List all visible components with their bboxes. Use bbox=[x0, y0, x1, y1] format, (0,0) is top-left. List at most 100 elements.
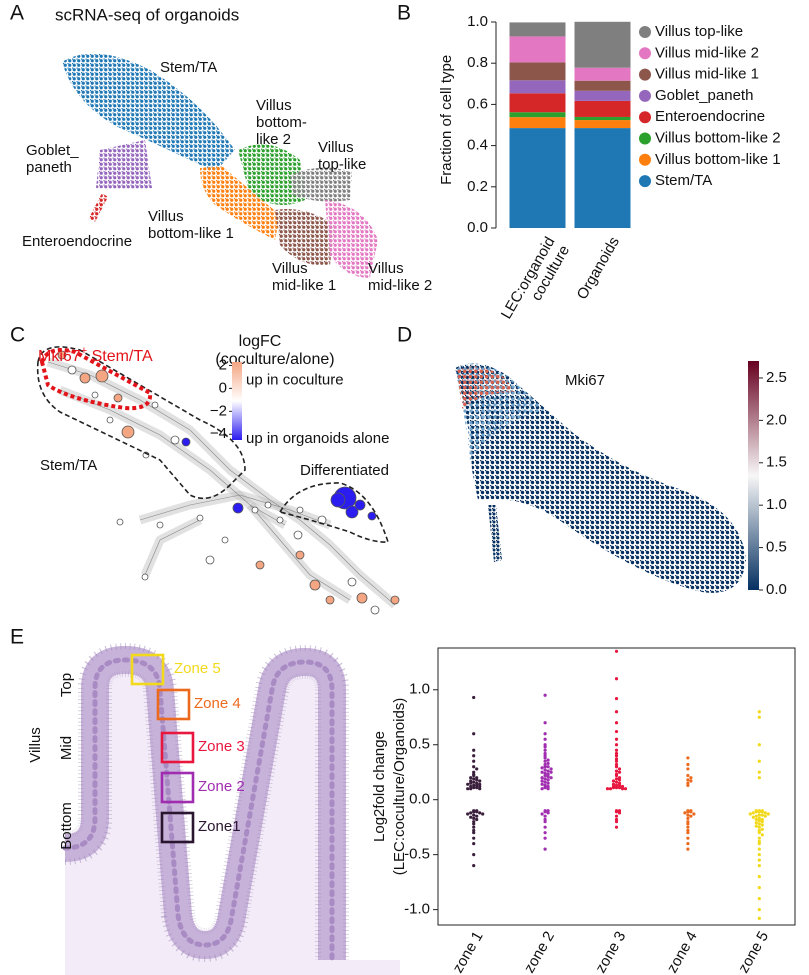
data-point bbox=[686, 816, 690, 820]
cluster-cloud bbox=[290, 167, 352, 202]
data-point bbox=[472, 813, 476, 817]
data-point bbox=[686, 773, 690, 778]
data-point bbox=[751, 811, 755, 815]
data-point bbox=[686, 825, 690, 829]
y-tick-label: 0.2 bbox=[467, 178, 488, 195]
data-point bbox=[546, 769, 550, 773]
data-point bbox=[614, 814, 619, 818]
graph-node bbox=[390, 595, 400, 605]
legend-label: Goblet_paneth bbox=[655, 87, 753, 104]
data-point bbox=[472, 842, 476, 846]
data-point bbox=[469, 781, 473, 785]
data-point bbox=[475, 776, 479, 780]
colorbar bbox=[748, 361, 759, 590]
data-point bbox=[614, 677, 619, 681]
data-point bbox=[472, 770, 476, 774]
cluster-cloud bbox=[96, 140, 152, 189]
data-point bbox=[614, 757, 619, 761]
data-point bbox=[475, 781, 479, 785]
zone-box bbox=[130, 653, 165, 686]
y-axis-label: (LEC:coculture/Organoids) bbox=[391, 698, 408, 876]
data-point bbox=[475, 817, 479, 822]
data-point bbox=[757, 842, 761, 846]
data-point bbox=[617, 776, 622, 780]
data-point bbox=[766, 812, 770, 816]
region-outline bbox=[278, 482, 390, 543]
zone-label: Zone1 bbox=[198, 818, 241, 835]
data-point bbox=[543, 759, 547, 763]
data-point bbox=[757, 916, 761, 921]
cell-cloud bbox=[488, 505, 502, 562]
data-point bbox=[475, 783, 479, 788]
graph-node bbox=[347, 577, 357, 587]
annotation: Mki67+ Stem/TA bbox=[38, 345, 153, 365]
cluster-label: paneth bbox=[26, 159, 72, 176]
graph-node bbox=[295, 550, 305, 560]
data-point bbox=[757, 816, 761, 820]
data-point bbox=[543, 820, 547, 824]
data-point bbox=[472, 785, 476, 790]
graph-node bbox=[91, 391, 99, 399]
graph-node bbox=[354, 499, 366, 511]
colorbar-tick-label: −4 bbox=[210, 425, 227, 442]
data-point bbox=[689, 814, 693, 818]
graph-edges bbox=[140, 515, 203, 577]
data-point bbox=[754, 821, 758, 825]
data-point bbox=[757, 828, 761, 833]
data-point bbox=[757, 886, 761, 890]
data-point bbox=[692, 812, 696, 816]
bar-segment bbox=[574, 120, 631, 129]
y-tick-label: 0.0 bbox=[409, 791, 430, 808]
data-point bbox=[472, 836, 476, 840]
data-point bbox=[686, 762, 690, 767]
data-point bbox=[543, 721, 547, 725]
data-point bbox=[614, 721, 619, 725]
bar-segment bbox=[509, 80, 566, 94]
graph-node bbox=[221, 536, 229, 544]
data-point bbox=[540, 776, 544, 780]
region-outline bbox=[39, 348, 153, 411]
x-tick-label: zone 4 bbox=[664, 928, 701, 975]
cluster-cloud bbox=[275, 209, 335, 266]
data-point bbox=[614, 810, 619, 814]
data-point bbox=[469, 811, 473, 815]
cluster-label: mid-like 2 bbox=[368, 277, 432, 294]
cluster-cloud bbox=[238, 144, 305, 205]
graph-node bbox=[296, 506, 304, 514]
graph-node bbox=[156, 521, 164, 529]
graph-edges bbox=[249, 504, 351, 601]
data-point bbox=[543, 773, 547, 778]
data-point bbox=[751, 815, 755, 819]
graph-node bbox=[264, 501, 272, 509]
data-point bbox=[546, 775, 550, 779]
y-tick-label: 1.0 bbox=[467, 13, 488, 30]
x-tick-label: zone 2 bbox=[521, 928, 558, 975]
legend-marker bbox=[639, 47, 651, 60]
data-point bbox=[620, 787, 625, 791]
cluster-label: Villus bbox=[272, 260, 308, 277]
cluster-label: Goblet_ bbox=[26, 142, 79, 159]
graph-node bbox=[232, 502, 244, 514]
cluster-label: Villus bbox=[148, 208, 184, 225]
zone-label: Zone 2 bbox=[198, 778, 245, 795]
data-point bbox=[472, 816, 476, 820]
data-point bbox=[546, 778, 550, 782]
graph-node bbox=[67, 365, 77, 375]
data-point bbox=[549, 770, 553, 774]
bar-segment bbox=[574, 80, 631, 91]
bar-segment bbox=[509, 22, 566, 37]
data-point bbox=[543, 745, 547, 749]
data-point bbox=[754, 810, 758, 814]
data-point bbox=[757, 776, 761, 780]
data-point bbox=[757, 715, 761, 719]
bar-segment bbox=[509, 117, 566, 129]
data-point bbox=[543, 825, 547, 829]
cluster-cloud bbox=[62, 53, 235, 172]
data-point bbox=[686, 822, 690, 826]
data-point bbox=[540, 812, 544, 816]
data-point bbox=[469, 815, 473, 819]
x-tick-label: zone 5 bbox=[735, 928, 772, 975]
cluster-label: Villus bbox=[368, 260, 404, 277]
data-point bbox=[689, 776, 693, 780]
